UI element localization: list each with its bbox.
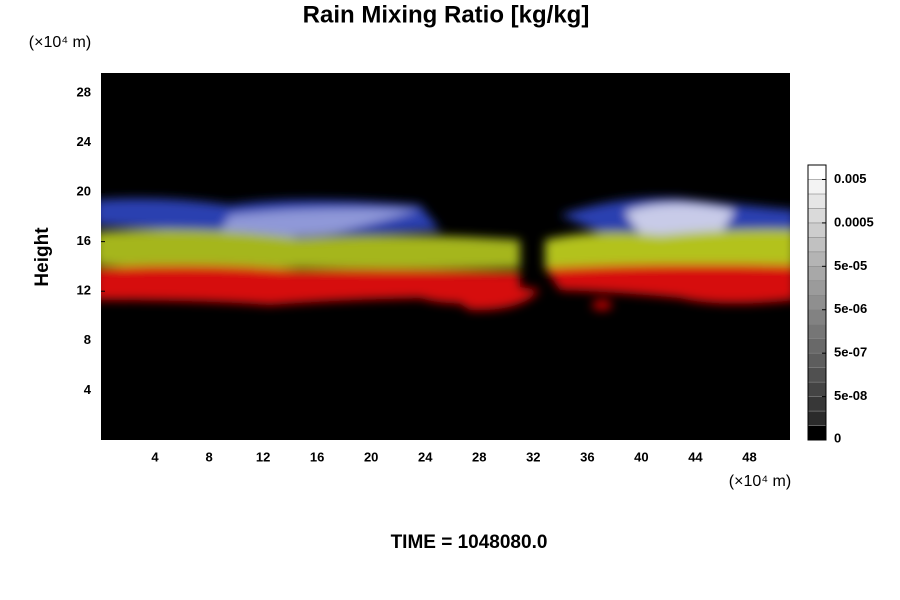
colorbar-frame: [807, 164, 827, 441]
x-tick-label: 24: [418, 449, 433, 464]
y-axis-label: Height: [32, 227, 53, 287]
colorbar-tick-label: 5e-08: [834, 388, 867, 403]
colorbar-tick-label: 5e-05: [834, 258, 867, 273]
colorbar-band: [807, 295, 827, 310]
x-tick-label: 20: [364, 449, 378, 464]
colorbar-band: [807, 323, 827, 339]
x-tick-label: 32: [526, 449, 540, 464]
field-blob: [545, 229, 790, 273]
field-blob: [430, 283, 540, 311]
x-tick-label: 44: [688, 449, 703, 464]
colorbar-band: [807, 237, 827, 253]
y-tick-label: 16: [77, 233, 91, 248]
colorbar-band: [807, 338, 827, 354]
colorbar-band: [807, 251, 827, 267]
colorbar: 0 5e-08 5e-07 5e-06 5e-05 0.0005 0.005: [807, 164, 874, 445]
colorbar-band: [807, 367, 827, 383]
field-blob: [592, 300, 612, 310]
colorbar-band: [807, 410, 827, 426]
chart-title: Rain Mixing Ratio [kg/kg]: [303, 1, 590, 28]
colorbar-band: [807, 193, 827, 209]
colorbar-band: [807, 381, 827, 397]
x-tick-label: 48: [742, 449, 756, 464]
x-unit: (×10⁴ m): [729, 473, 791, 490]
colorbar-band: [807, 352, 827, 368]
x-tick-label: 40: [634, 449, 648, 464]
colorbar-tick-label: 5e-06: [834, 301, 867, 316]
y-tick-label: 24: [77, 134, 92, 149]
colorbar-band: [807, 222, 827, 238]
field-blob: [101, 229, 520, 270]
colorbar-band: [807, 309, 827, 325]
field-blob: [101, 265, 520, 305]
colorbar-tick-label: 0.005: [834, 171, 867, 186]
colorbar-band: [807, 179, 827, 195]
y-tick-label: 12: [77, 283, 91, 298]
colorbar-band: [807, 280, 827, 296]
y-unit: (×10⁴ m): [29, 34, 91, 51]
colorbar-band: [807, 266, 827, 282]
y-tick-label: 28: [77, 84, 91, 99]
x-tick-label: 16: [310, 449, 324, 464]
x-tick-label: 8: [205, 449, 212, 464]
footer: TIME = 1048080.0: [391, 532, 548, 553]
colorbar-band: [807, 164, 827, 180]
x-tick-label: 36: [580, 449, 594, 464]
y-tick-label: 4: [84, 382, 92, 397]
x-tick-label: 12: [256, 449, 270, 464]
field-blob: [625, 202, 735, 237]
colorbar-band: [807, 396, 827, 412]
x-tick-label: 4: [151, 449, 159, 464]
colorbar-tick-label: 5e-07: [834, 345, 867, 360]
y-tick-label: 20: [77, 183, 91, 198]
field-blob: [220, 208, 420, 237]
x-tick-label: 28: [472, 449, 486, 464]
colorbar-tick-label: 0: [834, 430, 841, 445]
field-blob: [545, 264, 790, 304]
colorbar-band: [807, 208, 827, 224]
colorbar-band: [807, 425, 827, 441]
y-tick-label: 8: [84, 332, 91, 347]
field: [101, 197, 790, 311]
colorbar-tick-label: 0.0005: [834, 214, 874, 229]
